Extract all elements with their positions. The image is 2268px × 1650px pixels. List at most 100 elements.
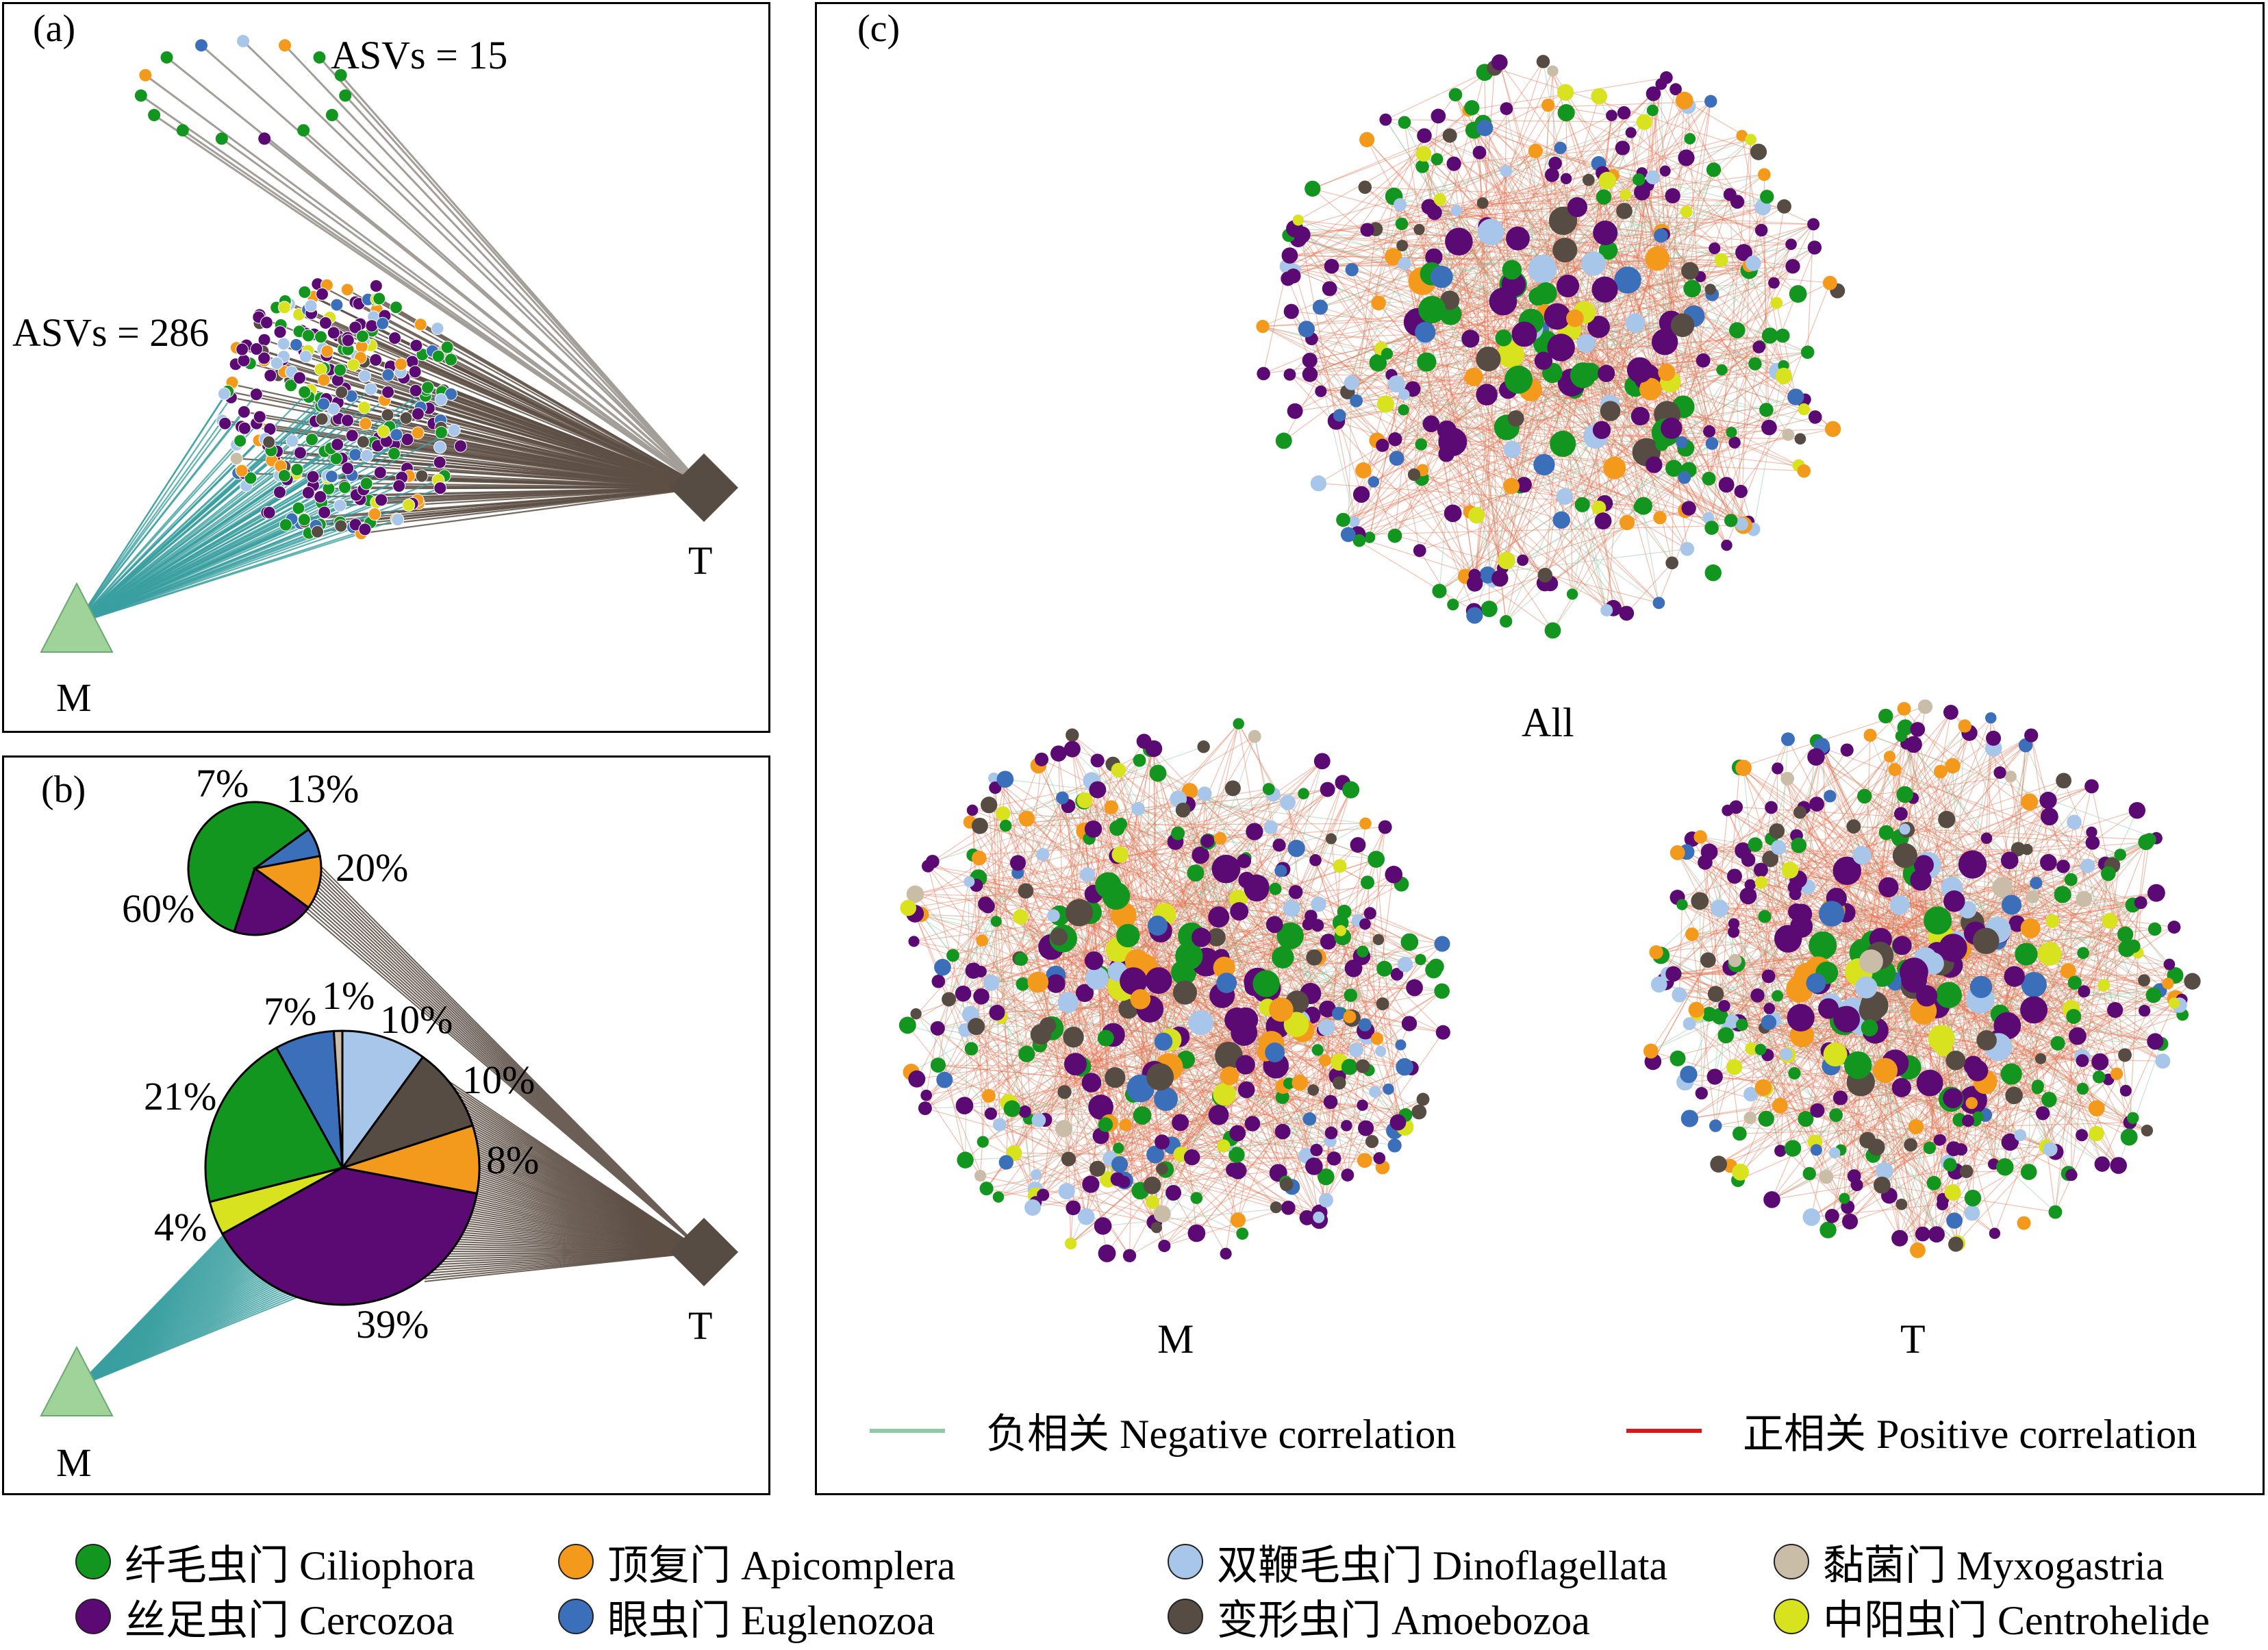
negative-edge [1830,729,1918,1005]
network-node [1305,1157,1323,1175]
network-node [1155,1134,1170,1150]
network-node [1729,322,1746,338]
positive-edge [1711,365,1785,528]
network-node [1535,282,1557,305]
negative-edge [953,955,1233,1171]
asv-node [375,493,388,507]
network-node [1055,1120,1073,1138]
network-node [1556,488,1574,505]
network-node [988,772,1000,784]
positive-edge [1860,1082,1935,1184]
network-node [1728,953,1742,968]
positive-edge [1564,224,1814,497]
network-node [1915,1226,1930,1242]
positive-edge [1787,778,2034,1010]
network-node [1360,223,1374,237]
negative-edge [1900,736,2145,1012]
network-node [1269,882,1282,895]
network-node [1670,1050,1686,1066]
positive-edge [2133,842,2147,947]
network-node [1670,313,1695,338]
asv-node [433,440,447,454]
network-node [1557,275,1580,298]
network-node [1992,877,2013,898]
panel-c-networks [898,54,2201,1262]
network-node [1113,1142,1124,1154]
network-node [1944,1184,1961,1201]
network-node [1323,1095,1338,1110]
pie-slice-apicomplera [342,1124,481,1195]
network-node [2110,1067,2124,1080]
positive-edge [1882,909,1968,974]
positive-edge [1689,101,1711,271]
asv-node [273,486,286,499]
network-node [2076,1129,2089,1142]
network-node [1358,180,1372,195]
network-node [1985,712,1997,724]
positive-edge [1661,84,1762,231]
pie-top-label-1: 60% [122,886,195,931]
network-node [2020,1164,2037,1180]
network-node [1788,1066,1801,1080]
negative-edge [1993,745,2026,1164]
negative-edge [1714,1016,1721,1077]
negative-edge [1311,338,1360,541]
network-node [1700,843,1718,861]
asv-node [376,316,390,330]
network-node [1018,1105,1031,1118]
network-node [1534,351,1553,370]
network-node [1606,110,1617,122]
network-node [1415,438,1428,451]
network-node [1797,464,1811,478]
positive-edge [976,1026,1116,1078]
network-node [1395,1039,1407,1051]
positive-edge [1117,913,1371,1179]
network-node [1080,867,1096,883]
network-node [2101,866,2116,882]
asv-node [359,417,373,431]
positive-edge [1237,898,1370,1071]
positive-edge [980,1175,1243,1234]
negative-edge [1691,838,1941,937]
network-node [1359,132,1375,148]
positive-edge [1764,916,1806,1119]
network-node [1850,1179,1863,1192]
network-node [1770,297,1783,310]
positive-edge [1365,1099,1424,1129]
network-node [1461,329,1480,348]
network-node [1746,255,1761,271]
network-node [1993,766,2006,779]
network-node [1891,1077,1911,1097]
network-node [1415,160,1429,173]
network-node [1385,248,1402,266]
network-node [1863,729,1877,742]
network-node [1959,1164,1974,1179]
network-node [1434,983,1450,999]
network-node [1376,395,1395,413]
positive-edge [1306,328,1607,611]
positive-edge [1400,204,1491,233]
network-node [1598,364,1615,382]
network-node [1425,248,1443,266]
network-node [1307,1084,1320,1096]
network-node [1661,417,1683,439]
pie-slice-amoebozoa [340,1055,475,1170]
asv-node [349,448,362,462]
positive-edge [1424,135,1487,227]
network-node [1800,345,1815,359]
network-node [1775,367,1792,385]
network-node [1063,1026,1084,1048]
network-node [1370,1032,1384,1045]
network-node [1928,1025,1955,1052]
network-node [1095,872,1122,899]
negative-edge [2049,816,2176,976]
network-node [1802,1166,1816,1181]
network-node [1326,1151,1341,1166]
network-node [1003,1100,1021,1117]
pie-slice-ciliophora [204,1046,344,1203]
network-node [2076,890,2093,908]
network-node [1311,896,1326,912]
positive-edge [1955,1060,2021,1136]
network-node [1352,486,1370,503]
network-node [1231,1019,1258,1046]
